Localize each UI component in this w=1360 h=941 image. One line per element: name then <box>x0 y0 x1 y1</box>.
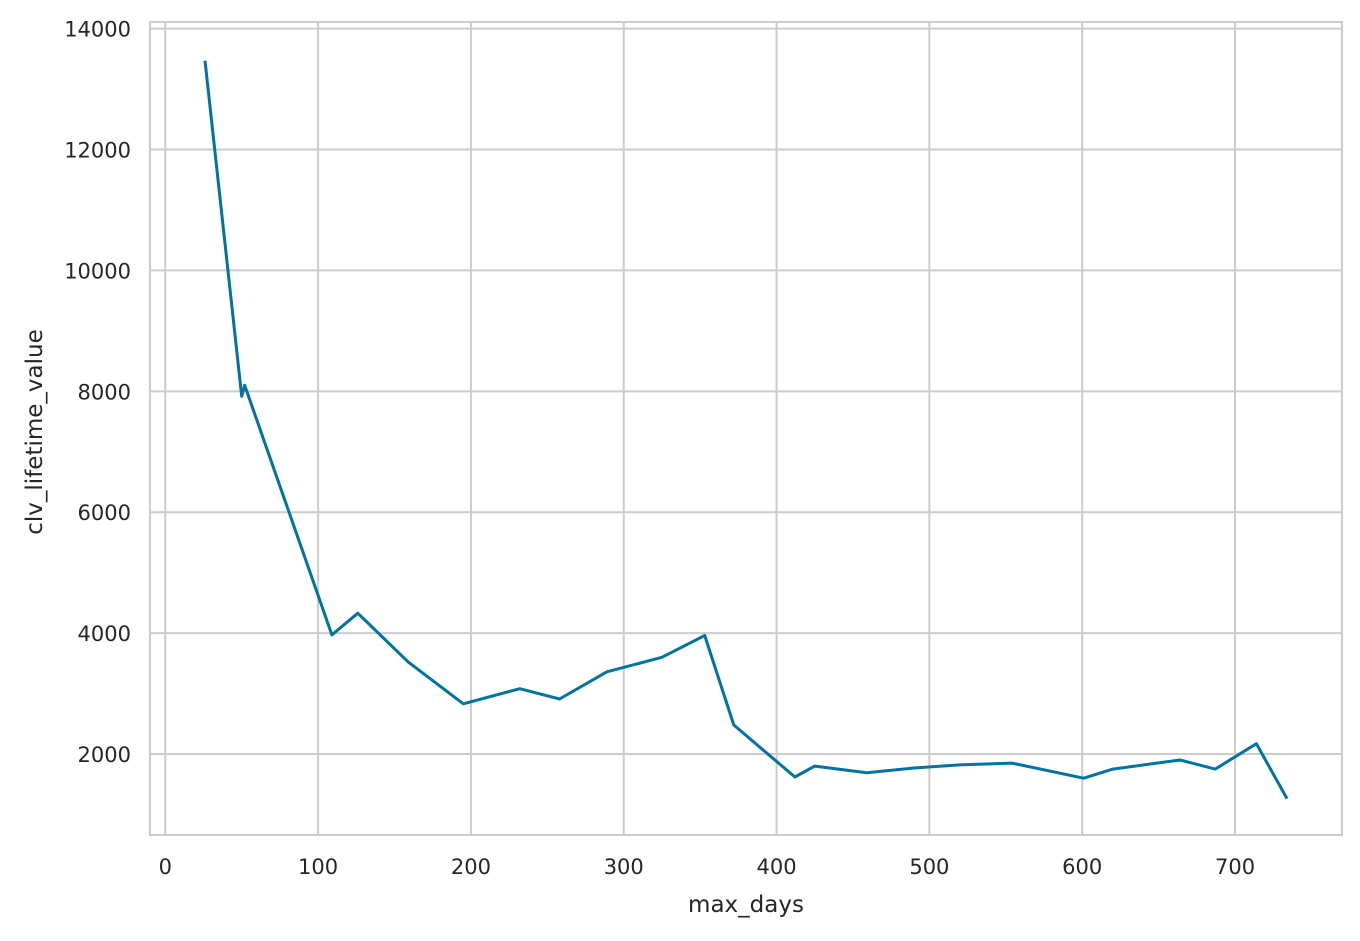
x-tick-label: 600 <box>1062 855 1102 879</box>
x-axis-label: max_days <box>688 892 804 918</box>
x-tick-label: 0 <box>159 855 172 879</box>
y-axis-label: clv_lifetime_value <box>22 329 48 534</box>
y-tick-label: 10000 <box>64 259 131 283</box>
grid <box>150 22 1342 835</box>
y-tick-label: 2000 <box>78 743 131 767</box>
x-tick-label: 100 <box>298 855 338 879</box>
y-tick-label: 4000 <box>78 622 131 646</box>
x-axis: 0 100 200 300 400 500 600 700 <box>159 855 1255 879</box>
y-axis: 2000 4000 6000 8000 10000 12000 14000 <box>64 18 131 767</box>
x-tick-label: 300 <box>604 855 644 879</box>
y-tick-label: 8000 <box>78 380 131 404</box>
x-tick-label: 200 <box>451 855 491 879</box>
x-tick-label: 700 <box>1215 855 1255 879</box>
y-tick-label: 6000 <box>78 501 131 525</box>
x-tick-label: 500 <box>909 855 949 879</box>
series-line <box>203 60 1289 800</box>
y-tick-label: 14000 <box>64 18 131 42</box>
plot-frame <box>149 21 1343 836</box>
x-tick-label: 400 <box>757 855 797 879</box>
y-tick-label: 12000 <box>64 139 131 163</box>
